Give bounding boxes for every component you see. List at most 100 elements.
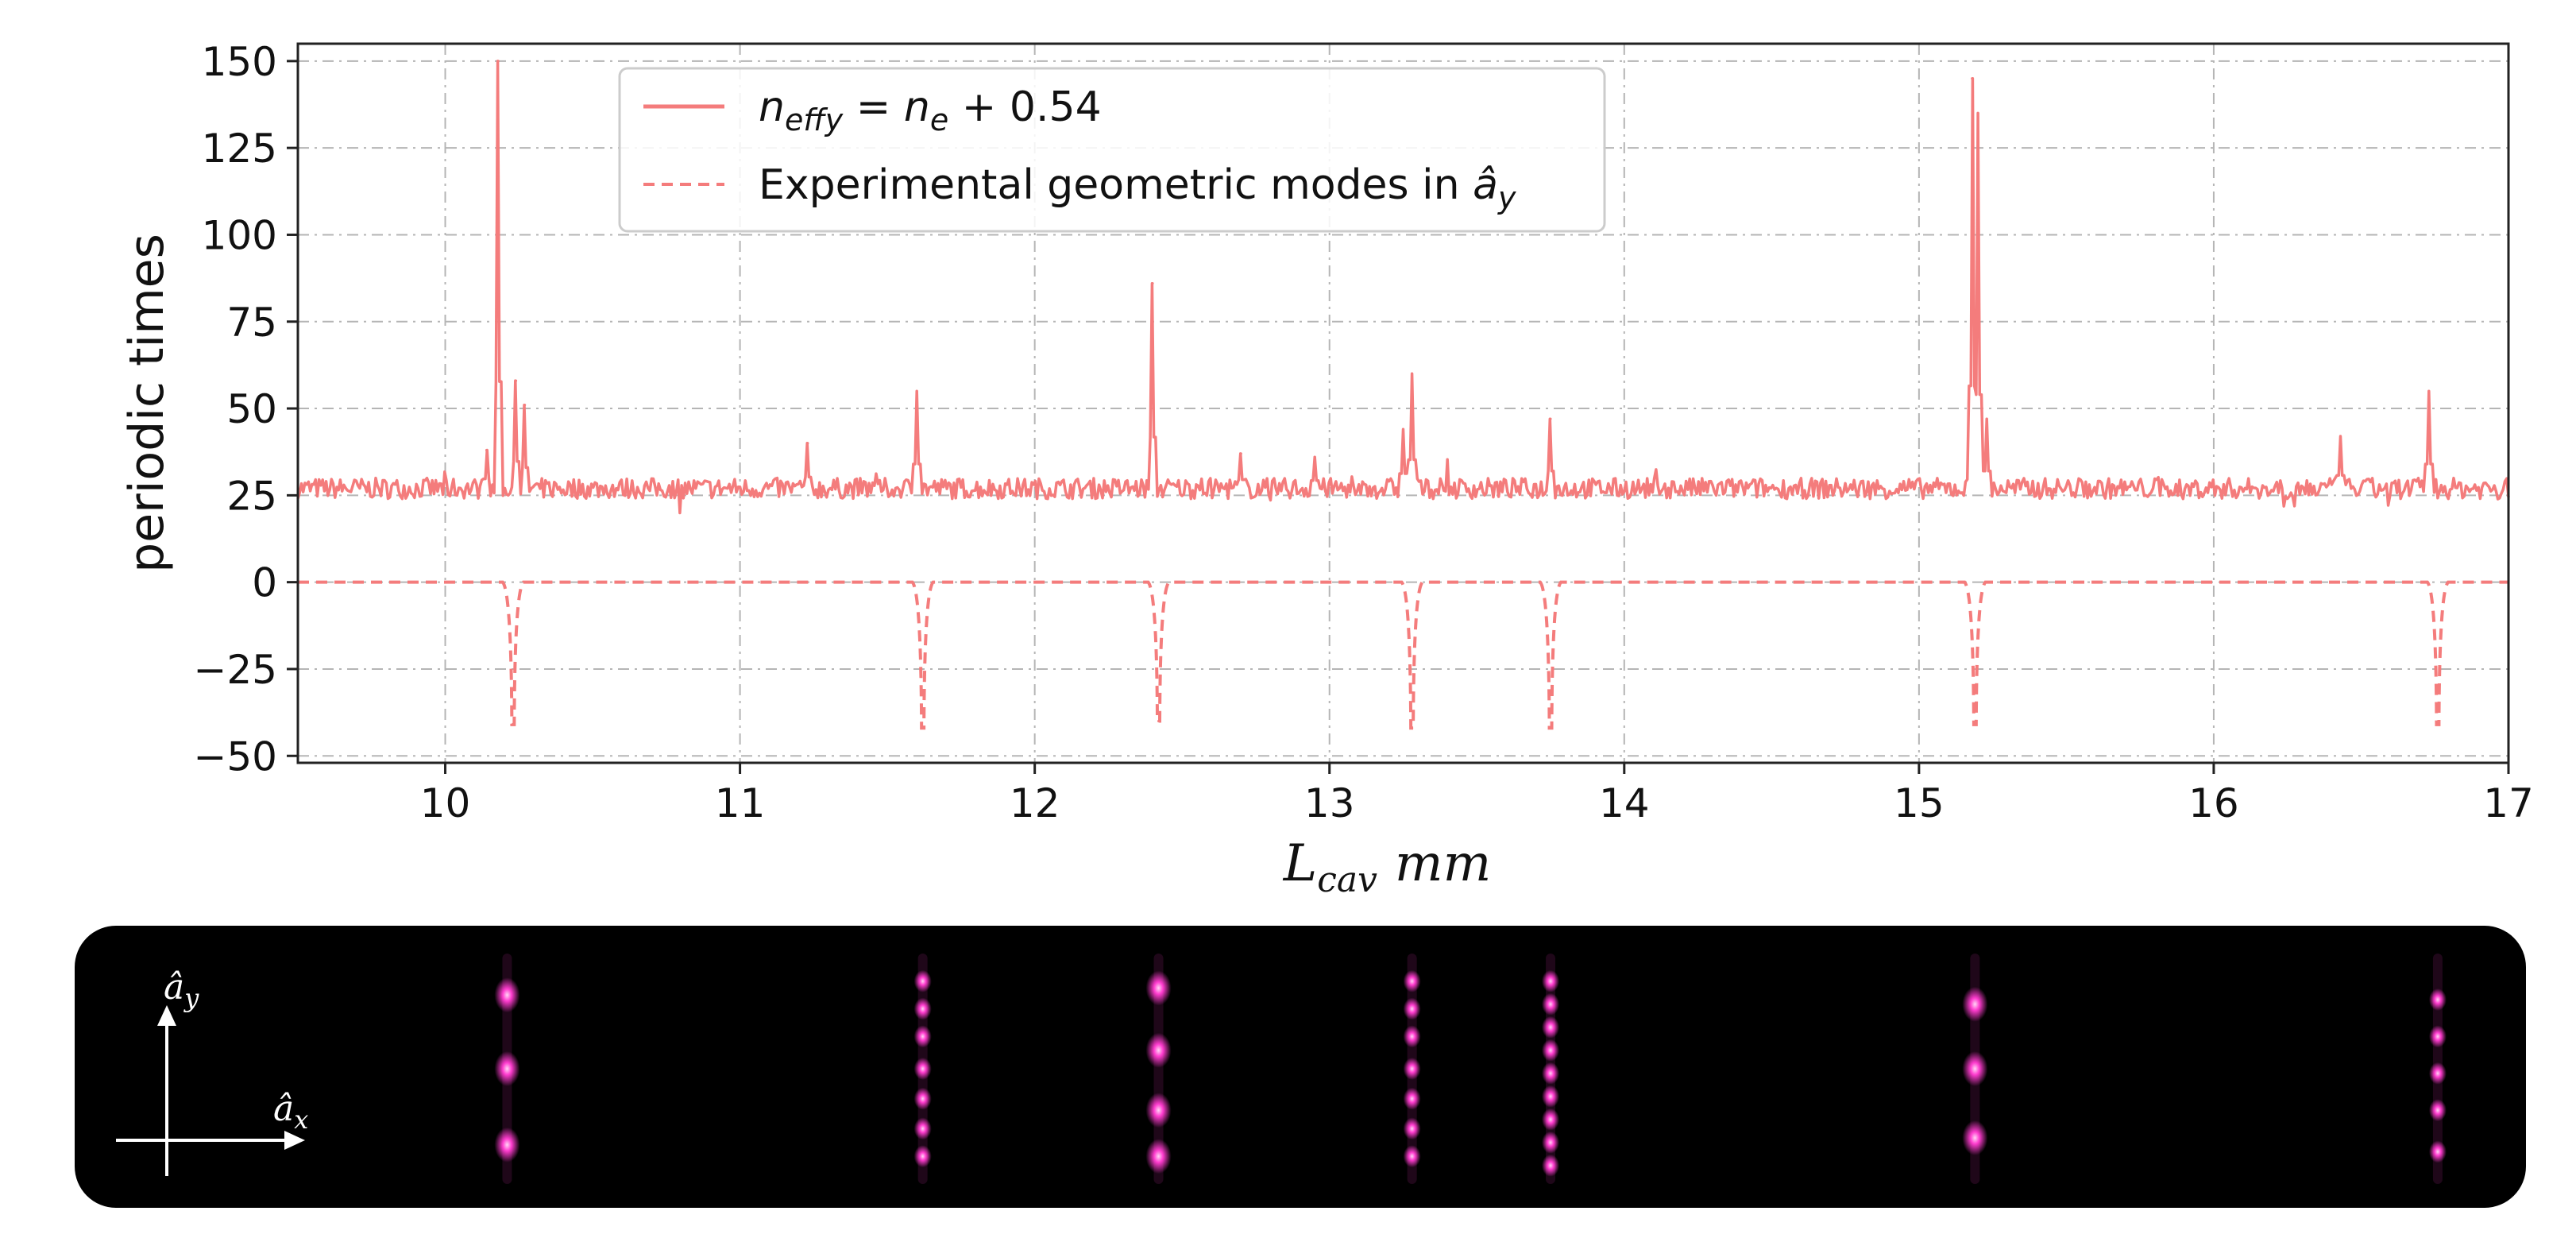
mode-spot xyxy=(1962,1120,1988,1155)
y-tick-label: 25 xyxy=(226,473,277,519)
mode-dip-point xyxy=(512,723,515,726)
peak-point xyxy=(1985,417,1988,420)
ticks: 10 11 12 13 14 15 16 17 −50 −25 0 25 50 75 100 125 150 xyxy=(193,39,2533,826)
series-experimental-modes xyxy=(298,580,2508,730)
mode-spot xyxy=(1542,969,1560,992)
mode-spot xyxy=(913,969,932,992)
mode-spot xyxy=(1403,1145,1421,1168)
mode-spot xyxy=(2428,1025,2447,1048)
mode-spot xyxy=(1403,969,1421,992)
mode-spot xyxy=(1145,970,1172,1006)
mode-spot xyxy=(1542,1085,1560,1108)
mode-spot xyxy=(1542,1016,1560,1039)
mode-profile xyxy=(494,954,520,1184)
y-tick-label: 50 xyxy=(226,386,277,432)
legend-entry-2: Experimental geometric modes in ây xyxy=(759,161,1516,215)
legend-box xyxy=(618,67,1606,233)
axes-indicator: ây âx xyxy=(116,967,308,1176)
x-tick-label: 11 xyxy=(715,780,766,826)
mode-spot xyxy=(2428,988,2447,1011)
mode-spot xyxy=(1403,997,1421,1020)
x-tick-label: 17 xyxy=(2483,780,2534,826)
peak-point xyxy=(515,379,518,382)
y-tick-label: 100 xyxy=(202,212,277,258)
x-arrow-head xyxy=(284,1131,305,1150)
mode-spot xyxy=(1542,1062,1560,1085)
mode-spot xyxy=(1542,1039,1560,1062)
peak-point xyxy=(485,449,488,452)
mode-dip-point xyxy=(1973,723,1976,726)
y-tick-label: 0 xyxy=(252,560,277,606)
mode-profile xyxy=(2428,954,2447,1184)
mode-spot xyxy=(1145,1032,1172,1068)
x-tick-label: 16 xyxy=(2188,780,2239,826)
peak-point xyxy=(1151,282,1154,285)
plot-frame xyxy=(296,42,2510,764)
y-tick-label: 125 xyxy=(202,126,277,172)
y-tick-label: −25 xyxy=(193,647,277,693)
peak-point xyxy=(806,442,809,445)
peak-point xyxy=(1239,452,1242,455)
mode-spot xyxy=(494,1127,520,1163)
legend-entry-1: neffy = ne + 0.54 xyxy=(759,83,1102,137)
peak-point xyxy=(1976,111,1979,114)
mode-spot xyxy=(1962,1051,1988,1086)
mode-spot xyxy=(1145,1093,1172,1128)
mode-spot xyxy=(494,1051,520,1086)
x-tick-label: 15 xyxy=(1894,780,1945,826)
peak-point xyxy=(1971,77,1974,80)
mode-spot xyxy=(2428,1062,2447,1085)
y-axis-unit-label: ây xyxy=(164,967,199,1013)
x-axis-unit-label: âx xyxy=(273,1089,308,1135)
peak-point xyxy=(1549,417,1552,420)
mode-spot xyxy=(1403,1058,1421,1080)
mode-dip-point xyxy=(1549,726,1552,729)
x-tick-label: 14 xyxy=(1599,780,1650,826)
mode-spot xyxy=(913,1145,932,1168)
mode-spot xyxy=(1145,1139,1172,1174)
beam-profile-images: ây âx xyxy=(116,954,2447,1184)
mode-spot xyxy=(913,1025,932,1048)
mode-spot xyxy=(2428,1140,2447,1163)
mode-spot xyxy=(1962,986,1988,1022)
x-tick-label: 13 xyxy=(1304,780,1355,826)
legend: neffy = ne + 0.54 Experimental geometric… xyxy=(618,67,1606,233)
mode-dip-point xyxy=(1157,720,1161,723)
mode-profile xyxy=(1542,954,1560,1184)
mode-spot xyxy=(1542,1154,1560,1177)
y-arrow-head xyxy=(157,1005,176,1026)
mode-dip-point xyxy=(2436,723,2439,726)
x-tick-label: 10 xyxy=(420,780,471,826)
y-tick-label: 75 xyxy=(226,300,277,346)
x-tick-label: 12 xyxy=(1010,780,1060,826)
mode-spot xyxy=(1542,1131,1560,1154)
peak-point xyxy=(2338,435,2342,438)
mode-profile xyxy=(1403,954,1421,1184)
mode-spot xyxy=(913,1117,932,1140)
mode-profile xyxy=(1962,954,1988,1184)
y-axis-label: periodic times xyxy=(119,234,175,573)
mode-profile xyxy=(1145,954,1172,1184)
mode-spot xyxy=(1542,1108,1560,1131)
peak-point xyxy=(915,389,918,393)
peak-point xyxy=(1411,372,1414,375)
mode-spot xyxy=(913,1058,932,1080)
peak-point xyxy=(1313,455,1316,458)
y-tick-label: −50 xyxy=(193,733,277,780)
mode-spot xyxy=(1403,1025,1421,1048)
peak-point xyxy=(523,404,527,407)
mode-profile xyxy=(913,954,932,1184)
peak-point xyxy=(1402,427,1404,431)
series xyxy=(296,60,2510,730)
x-axis-label: Lcav mm xyxy=(1283,834,1492,900)
mode-spot xyxy=(913,997,932,1020)
peak-point xyxy=(2427,389,2431,393)
peak-point xyxy=(496,60,500,63)
beam-profile-panel: ây âx xyxy=(75,926,2526,1208)
y-tick-label: 150 xyxy=(202,39,277,85)
mode-spot xyxy=(494,977,520,1013)
mode-spot xyxy=(1403,1087,1421,1110)
chart: 10 11 12 13 14 15 16 17 −50 −25 0 25 50 75 100 125 150 p… xyxy=(119,39,2534,900)
mode-spot xyxy=(1542,992,1560,1016)
mode-spot xyxy=(913,1087,932,1110)
